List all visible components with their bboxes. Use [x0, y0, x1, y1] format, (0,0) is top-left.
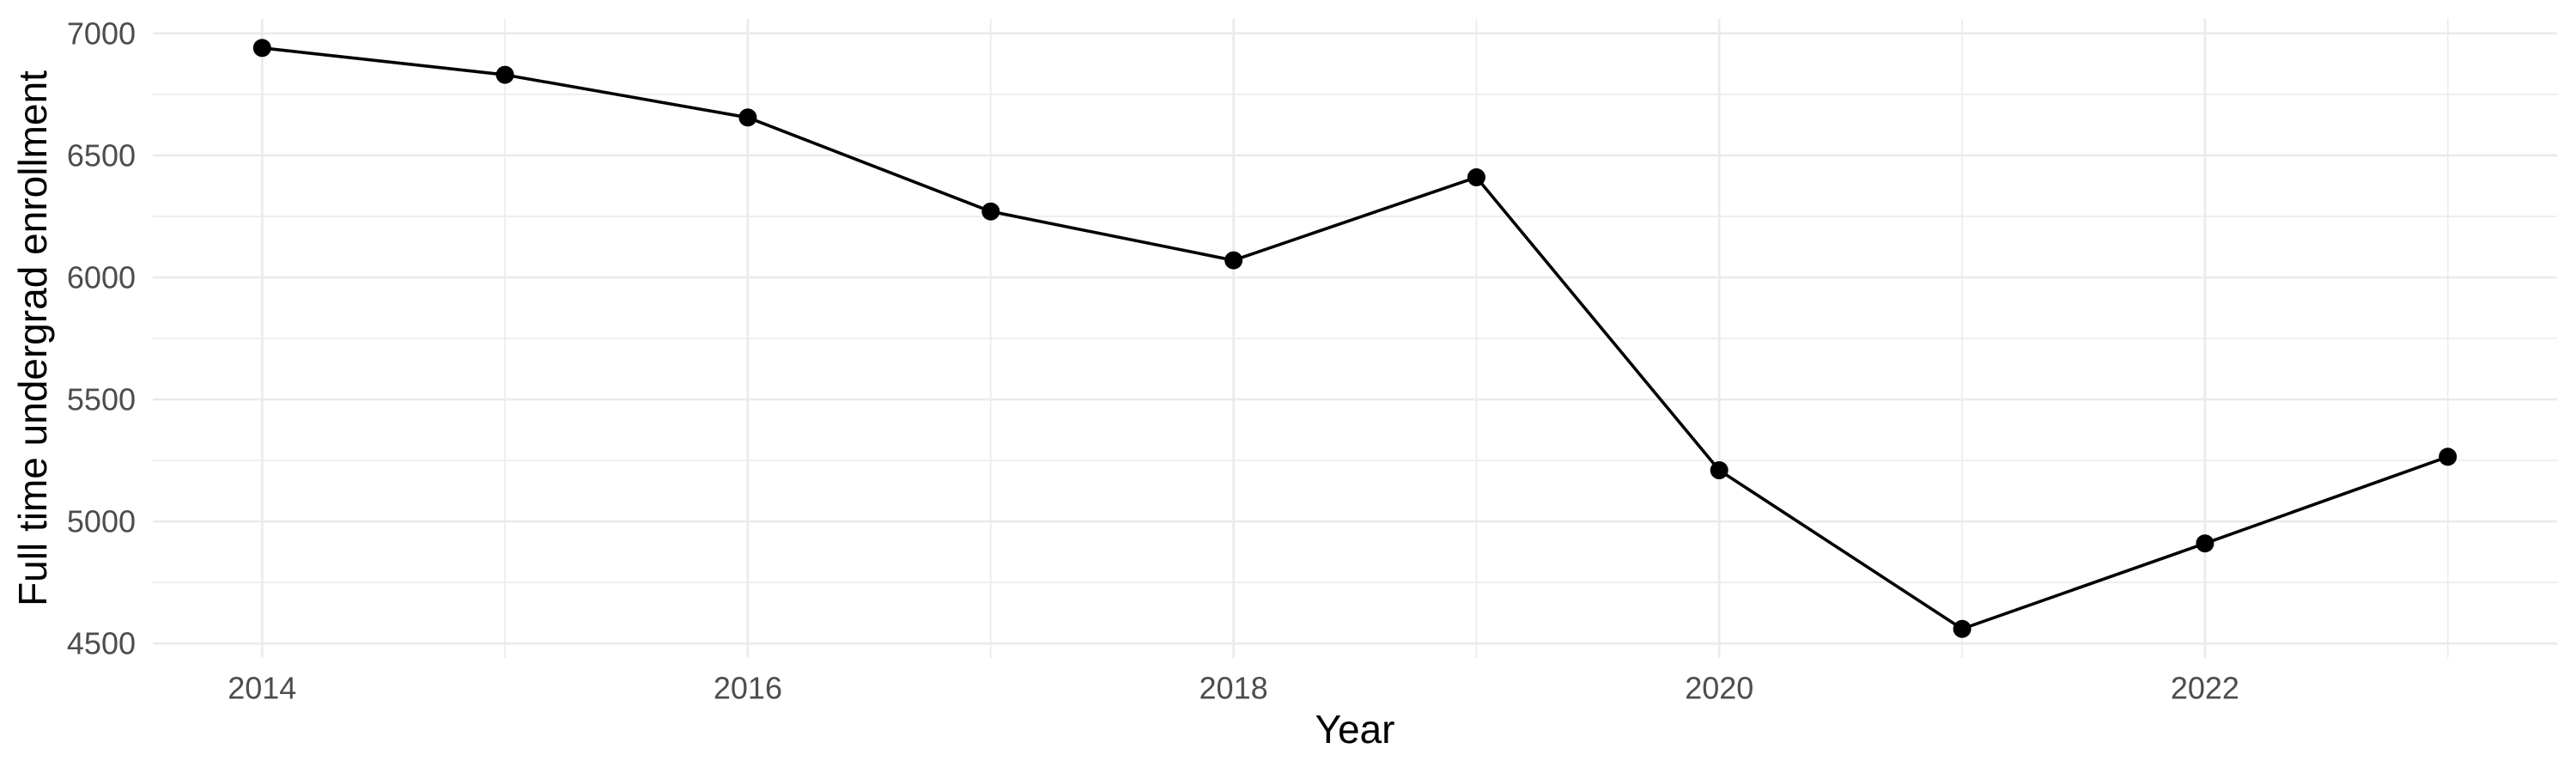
- tick-labels-layer: 4500 5000 5500 6000 6500 7000 2014 2016 2018 2020…: [67, 15, 2239, 705]
- x-tick-label: 2020: [1685, 671, 1753, 706]
- data-point-2017: [981, 202, 1000, 221]
- x-axis-title: Year: [1315, 707, 1395, 752]
- y-tick-label: 6500: [67, 137, 136, 173]
- data-point-2019: [1467, 167, 1485, 186]
- data-point-2022: [2196, 534, 2215, 553]
- y-tick-label: 4500: [67, 626, 136, 661]
- gridlines-layer: [153, 19, 2557, 658]
- x-tick-label: 2018: [1200, 671, 1268, 706]
- y-tick-label: 6000: [67, 259, 136, 295]
- data-point-2016: [738, 108, 757, 127]
- y-tick-label: 7000: [67, 15, 136, 51]
- data-point-2021: [1953, 619, 1971, 638]
- data-point-2020: [1710, 461, 1728, 479]
- data-point-2015: [495, 65, 514, 84]
- data-point-2018: [1224, 251, 1243, 270]
- x-tick-label: 2022: [2171, 671, 2239, 706]
- data-point-2023: [2439, 447, 2458, 466]
- y-tick-label: 5500: [67, 382, 136, 417]
- y-tick-label: 5000: [67, 504, 136, 539]
- enrollment-series-line: [260, 46, 2450, 630]
- y-axis-title: Full time undergrad enrollment: [10, 70, 55, 606]
- x-tick-label: 2016: [714, 671, 782, 706]
- series-layer: [252, 39, 2458, 638]
- x-tick-label: 2014: [228, 671, 296, 706]
- data-point-2014: [252, 39, 271, 58]
